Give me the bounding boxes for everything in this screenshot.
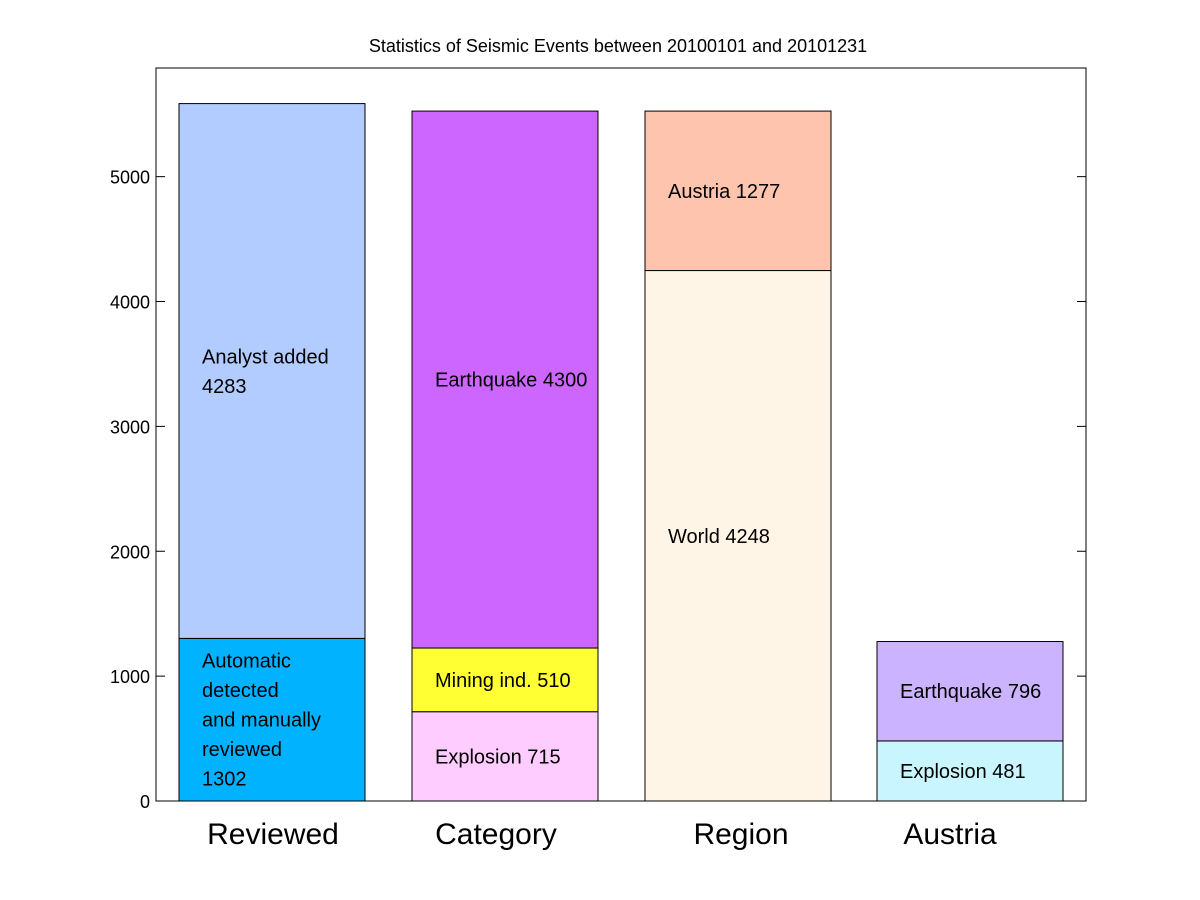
bar-segment-2-2 [411, 647, 599, 713]
segment-label-2-1-line-1: Explosion 715 [435, 746, 561, 768]
segment-labels-layer: Automatic detected and manually reviewed 130… [202, 181, 1041, 791]
segment-label-1-1-line-3: and manually [202, 710, 321, 732]
bar-segment-3-2 [644, 110, 832, 272]
y-tick-label-4000: 4000 [110, 293, 150, 313]
bar-segment-3-1 [644, 270, 832, 802]
segment-label-1-2-line-1: Analyst added [202, 346, 329, 368]
category-label-3: Region [693, 818, 788, 851]
segment-label-1-2-line-2: 4283 [202, 376, 247, 398]
bar-segment-4-2 [876, 641, 1064, 742]
segment-label-4-2-line-1: Earthquake 796 [900, 681, 1041, 703]
bar-segment-4-1 [876, 740, 1064, 802]
bar-segment-2-3 [411, 110, 599, 649]
chart-title: Statistics of Seismic Events between 201… [369, 36, 867, 56]
segment-label-1-1-line-5: 1302 [202, 769, 247, 791]
category-label-2: Category [435, 818, 557, 851]
y-tick-label-1000: 1000 [110, 667, 150, 687]
segment-label-3-1-line-1: World 4248 [668, 526, 770, 548]
segment-label-3-2-line-1: Austria 1277 [668, 181, 780, 203]
segment-label-2-2-line-1: Mining ind. 510 [435, 670, 571, 692]
y-axis-ticks: 0 1000 2000 3000 4000 5000 [110, 168, 1086, 812]
plot-area-frame [155, 67, 1087, 802]
segment-label-1-1-line-4: reviewed [202, 739, 282, 761]
y-tick-label-0: 0 [140, 792, 150, 812]
segment-label-2-3-line-1: Earthquake 4300 [435, 370, 587, 392]
segment-label-1-1-line-2: detected [202, 680, 279, 702]
y-tick-label-2000: 2000 [110, 542, 150, 562]
y-tick-label-5000: 5000 [110, 168, 150, 188]
y-tick-label-3000: 3000 [110, 417, 150, 437]
category-label-1: Reviewed [207, 818, 339, 851]
bars-layer [178, 103, 1064, 802]
bar-segment-1-1 [178, 637, 366, 802]
x-axis-categories: Reviewed Category Region Austria [207, 818, 997, 851]
segment-label-4-1-line-1: Explosion 481 [900, 761, 1026, 783]
bar-segment-1-2 [178, 103, 366, 639]
category-label-4: Austria [903, 818, 997, 851]
segment-label-1-1-line-1: Automatic [202, 651, 291, 673]
